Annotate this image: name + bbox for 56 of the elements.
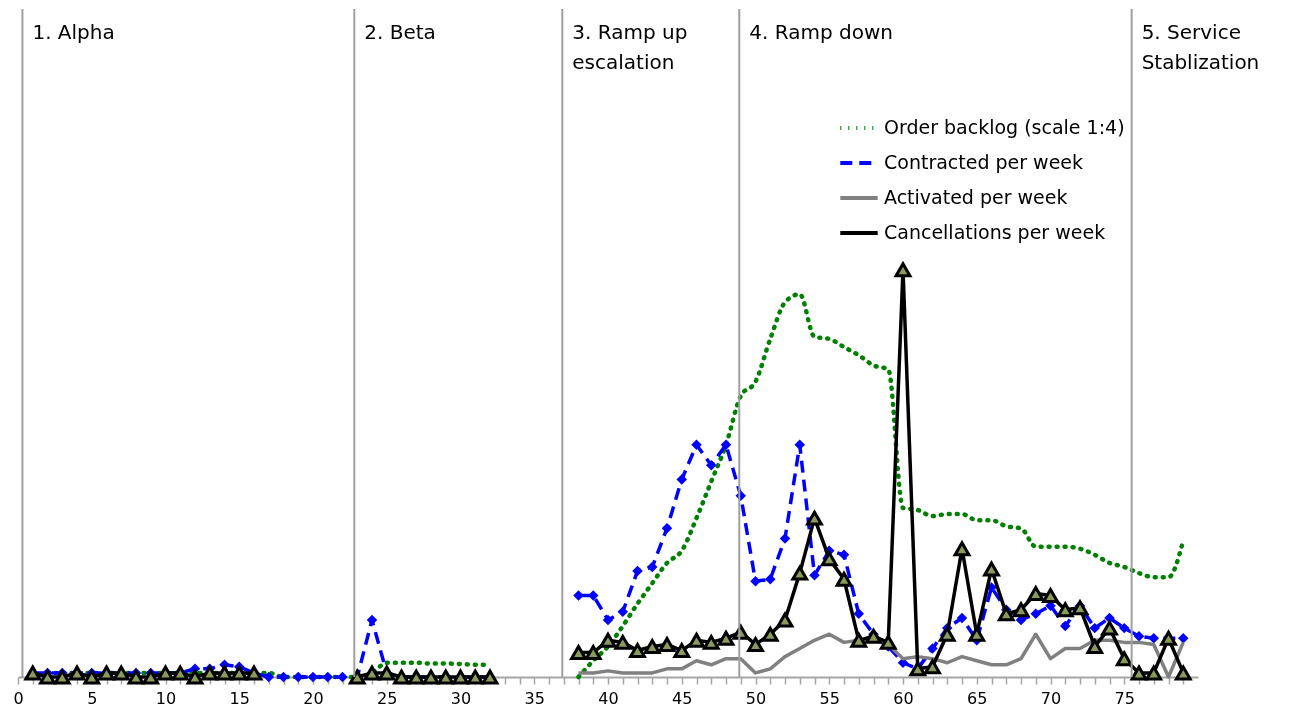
x-tick-label: 65 (967, 688, 988, 708)
ref-line-label: 2. Beta (364, 20, 436, 44)
point (1148, 633, 1159, 644)
ref-line-label: 3. Ramp up escalation (572, 20, 688, 74)
x-tick-label: 15 (229, 688, 250, 708)
point (809, 569, 820, 581)
point (853, 608, 864, 620)
point (1133, 631, 1145, 642)
point (647, 561, 658, 573)
ref-line-label: 4. Ramp down (749, 20, 893, 44)
point (263, 671, 274, 683)
point (1119, 622, 1130, 634)
point (750, 576, 761, 587)
point (1178, 633, 1189, 644)
point (838, 549, 850, 561)
x-tick-label: 35 (524, 688, 545, 708)
point (779, 533, 791, 544)
point (632, 565, 643, 577)
legend-label: Contracted per week (884, 151, 1084, 173)
point (573, 590, 584, 601)
point (278, 671, 289, 683)
x-tick-label: 70 (1040, 688, 1062, 708)
point (602, 614, 614, 626)
x-tick-label: 45 (672, 688, 693, 708)
point (293, 671, 304, 683)
x-tick-label: 40 (598, 688, 619, 708)
x-tick-label: 20 (303, 688, 324, 708)
point (765, 574, 776, 585)
legend-label: Activated per week (884, 186, 1068, 208)
x-tick-label: 5 (87, 688, 98, 708)
x-tick-label: 30 (450, 688, 472, 708)
point (322, 671, 333, 683)
point (1089, 622, 1100, 634)
legend-label: Cancellations per week (884, 221, 1106, 243)
x-tick-label: 75 (1114, 688, 1135, 708)
point (691, 439, 702, 451)
point (1030, 608, 1041, 620)
x-tick-label: 60 (893, 688, 914, 708)
point (720, 439, 732, 451)
x-tick-label: 10 (155, 688, 177, 708)
point (927, 643, 938, 654)
point (617, 606, 628, 618)
legend-label: Order backlog (scale 1:4) (884, 116, 1125, 138)
point (956, 612, 968, 624)
ref-line-label: 1. Alpha (32, 20, 115, 44)
x-tick-label: 0 (13, 688, 24, 708)
point (661, 523, 673, 534)
point (706, 459, 717, 471)
ref-line-label: 5. Service Stablization (1141, 20, 1260, 74)
point (676, 474, 687, 485)
x-tick-label: 55 (819, 688, 840, 708)
x-tick-label: 50 (745, 688, 767, 708)
point (337, 671, 348, 683)
point (1060, 620, 1071, 632)
point (588, 590, 599, 601)
x-tick-label: 25 (377, 688, 398, 708)
